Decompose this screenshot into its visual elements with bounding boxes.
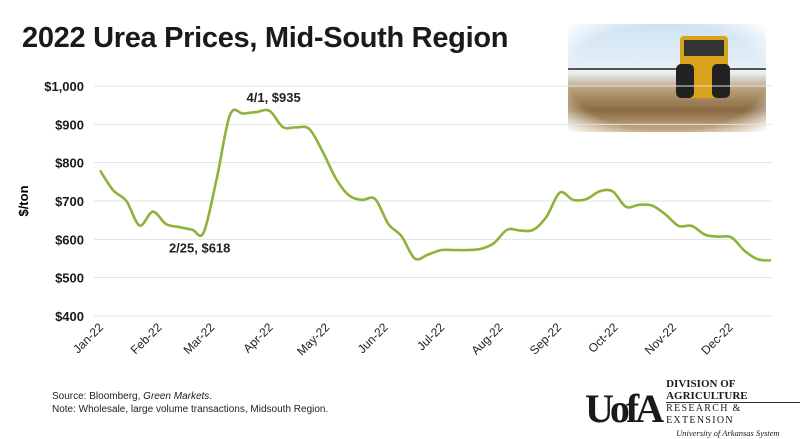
y-tick-label: $500: [55, 271, 84, 286]
x-tick-label: Nov-22: [642, 320, 679, 357]
x-tick-label: Jun-22: [355, 320, 391, 356]
uofa-logo: UofA DIVISION OF AGRICULTURE RESEARCH & …: [585, 378, 800, 439]
x-tick-label: Apr-22: [240, 320, 276, 356]
y-tick-label: $400: [55, 309, 84, 324]
source-italic: Green Markets: [143, 391, 210, 402]
logo-line3: University of Arkansas System: [676, 428, 780, 438]
y-tick-label: $800: [55, 156, 84, 171]
note-text: Note: Wholesale, large volume transactio…: [52, 404, 329, 415]
x-tick-label: Feb-22: [128, 320, 165, 357]
source-text: Source: Bloomberg,: [52, 391, 144, 402]
x-tick-label: Mar-22: [181, 320, 218, 357]
y-tick-label: $600: [55, 232, 84, 247]
x-tick-label: May-22: [294, 320, 332, 358]
x-tick-label: Sep-22: [527, 320, 564, 357]
y-tick-label: $700: [55, 194, 84, 209]
y-axis-label: $/ton: [16, 185, 31, 216]
line-chart: $400 $500 $600 $700 $800 $900 $1,000 $/ton Jan-2…: [16, 79, 772, 358]
logo-line1: DIVISION OF AGRICULTURE: [666, 378, 800, 403]
chart-title: 2022 Urea Prices, Mid-South Region: [22, 22, 509, 54]
annotation-label: 4/1, $935: [247, 90, 301, 105]
y-tick-label: $1,000: [44, 79, 84, 94]
x-tick-label: Jul-22: [414, 320, 447, 353]
x-tick-label: Dec-22: [698, 320, 735, 357]
x-tick-label: Jan-22: [70, 320, 106, 356]
logo-mark: UofA: [585, 385, 664, 431]
source-suffix: .: [209, 391, 213, 402]
logo-line2: RESEARCH & EXTENSION: [666, 403, 742, 426]
x-tick-label: Oct-22: [585, 320, 621, 356]
y-tick-label: $900: [55, 117, 84, 132]
source-note: Source: Bloomberg, Green Markets. Note: …: [52, 390, 328, 416]
price-line: [98, 108, 772, 262]
tractor-photo: [568, 24, 766, 132]
x-tick-label: Aug-22: [468, 320, 505, 357]
annotation-label: 2/25, $618: [169, 240, 230, 255]
